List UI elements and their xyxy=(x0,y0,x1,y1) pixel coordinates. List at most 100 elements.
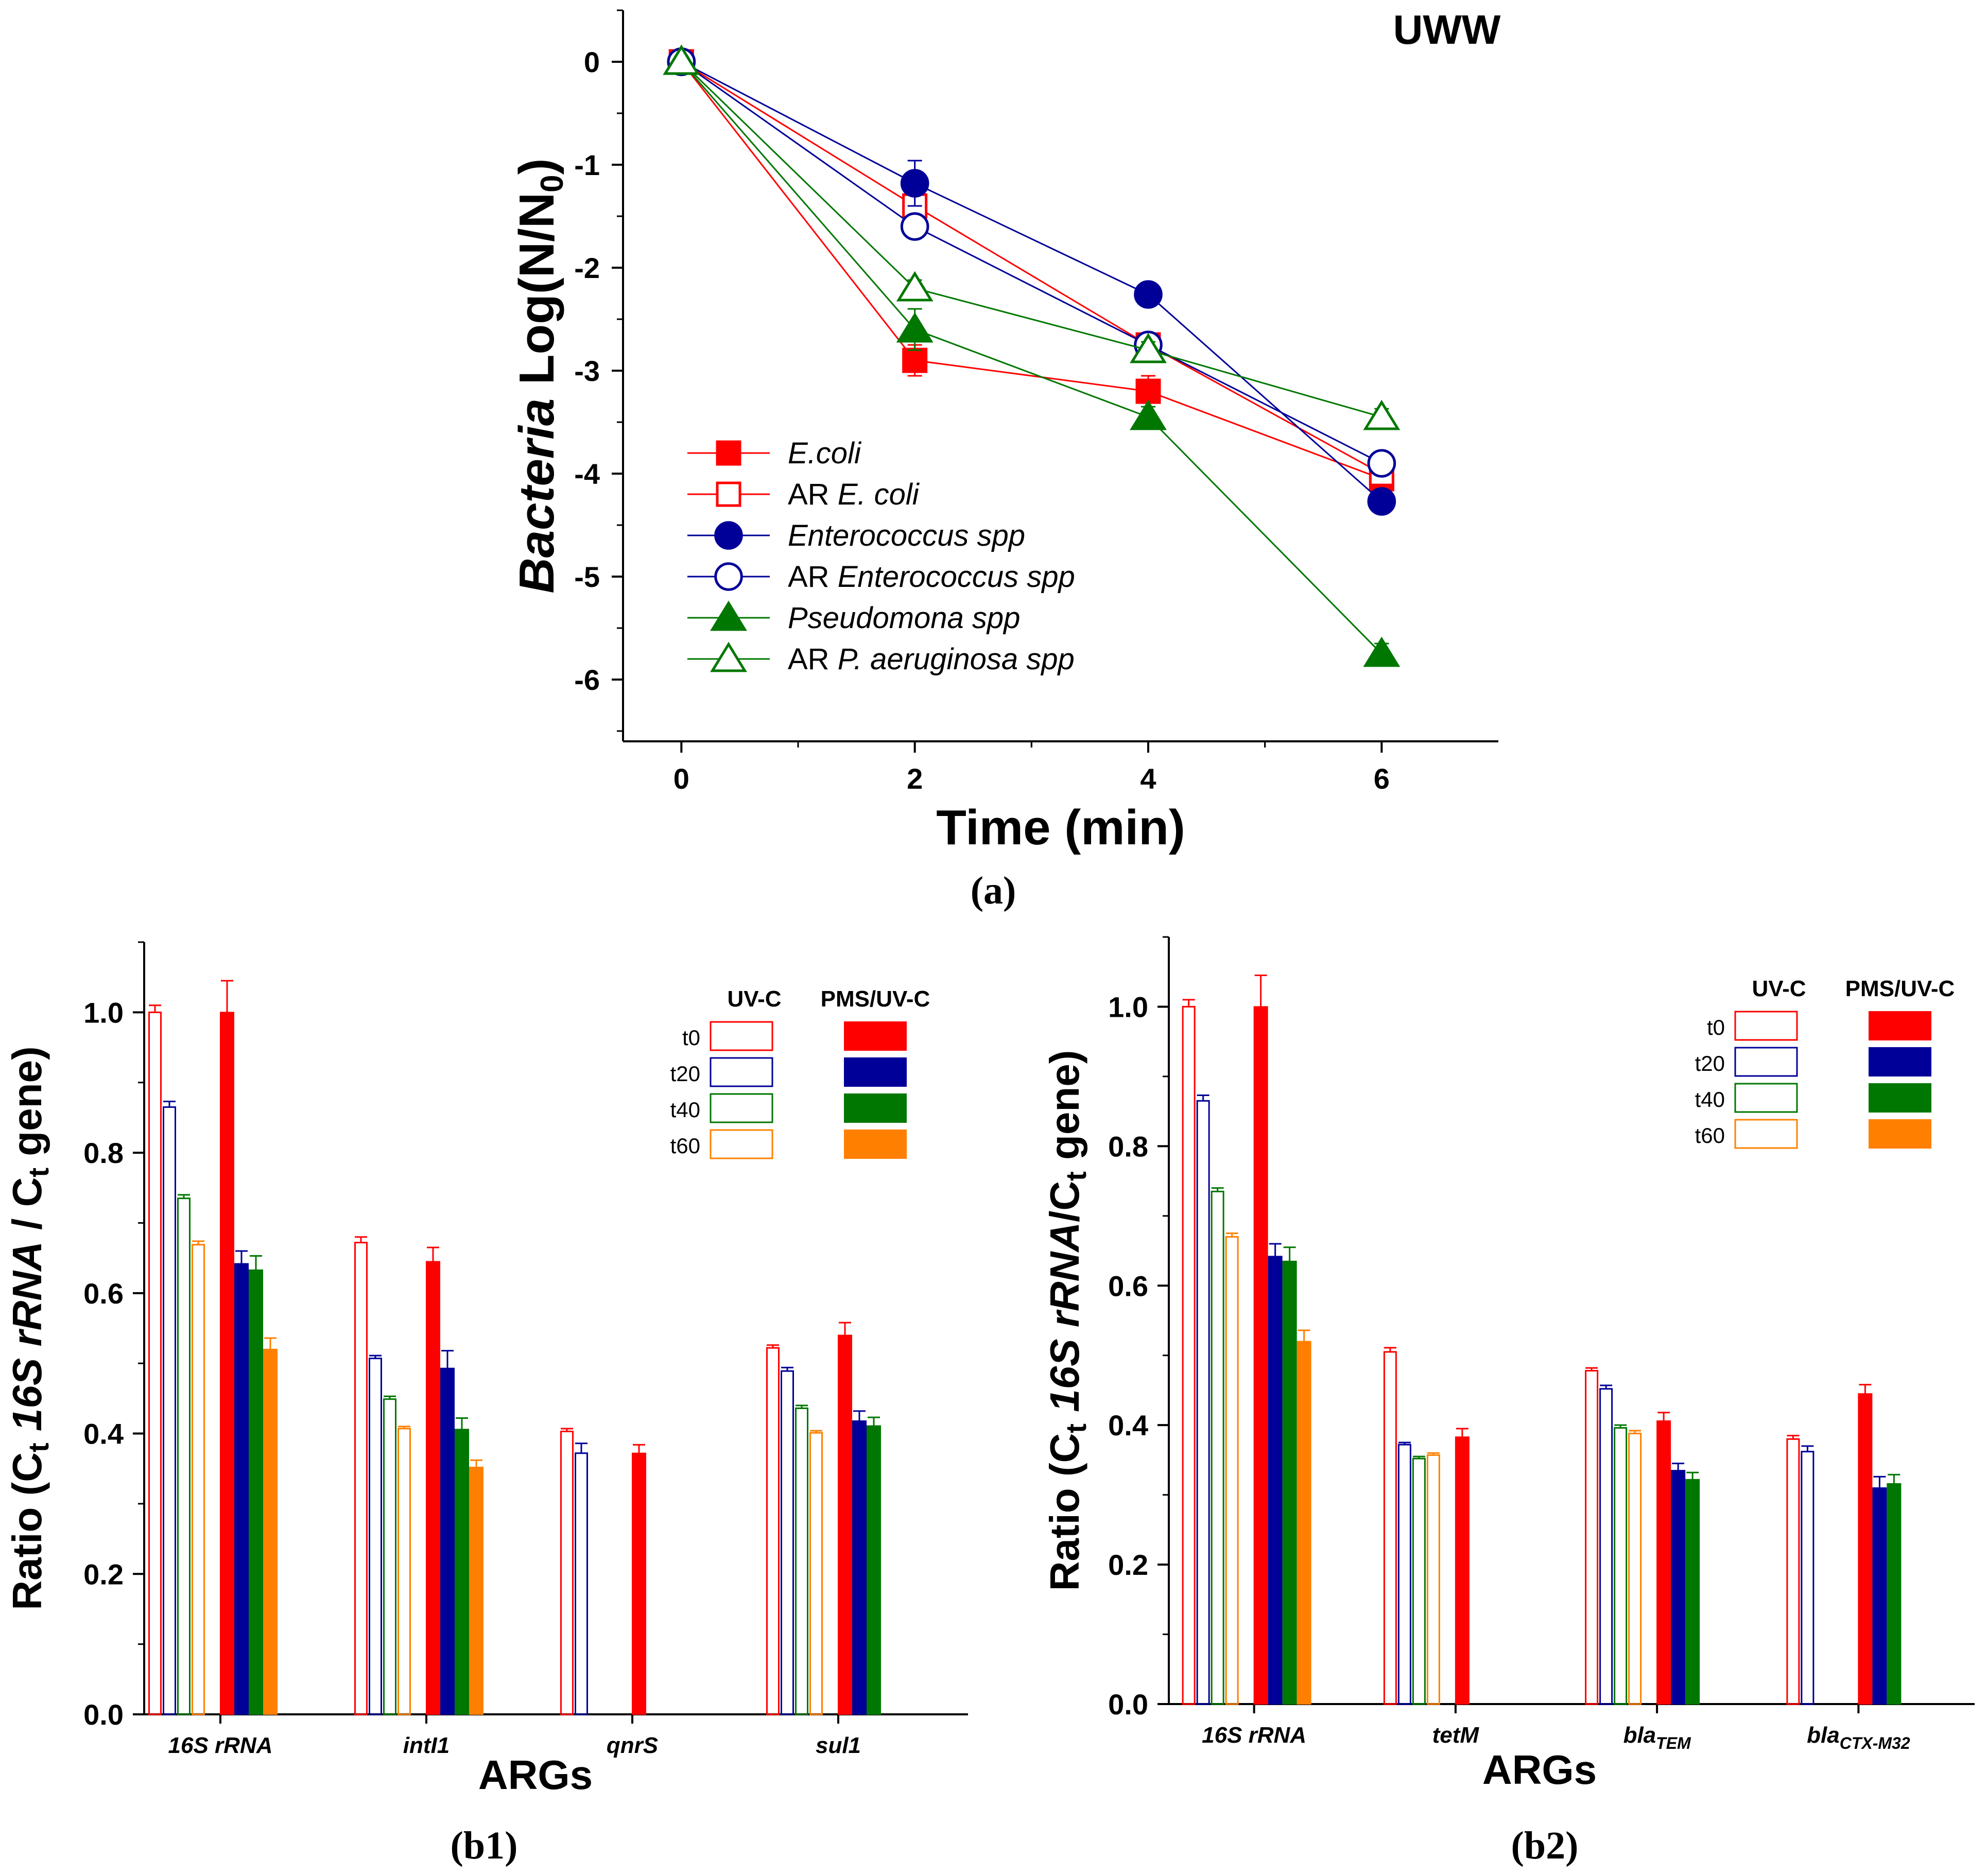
bar-uv-c-t0 xyxy=(1585,1370,1599,1705)
bar-pms-uv-c-t0 xyxy=(1656,1420,1671,1705)
y-tick-label: -1 xyxy=(574,149,600,181)
bar-pms-uv-c-t0 xyxy=(1858,1393,1873,1705)
bar-pms-uv-c-t60 xyxy=(263,1348,278,1715)
circle-marker xyxy=(1134,280,1163,309)
legend-label: AR P. aeruginosa spp xyxy=(788,642,1075,676)
y-tick-label: 0.2 xyxy=(1108,1549,1148,1581)
y-tick-label: -2 xyxy=(574,252,600,284)
legend-swatch-filled xyxy=(1869,1047,1931,1076)
bar-uv-c-t40 xyxy=(795,1407,808,1715)
legend-row-label: t20 xyxy=(1695,1051,1725,1075)
triangle-marker xyxy=(1363,399,1401,430)
bar-pms-uv-c-t20 xyxy=(440,1367,455,1715)
bar-uv-c-t20 xyxy=(369,1358,382,1715)
y-axis-title: Ratio (Ct 16S rRNA/Ct gene) xyxy=(1042,1050,1092,1591)
x-tick-label: 6 xyxy=(1374,762,1390,795)
legend-row-label: t0 xyxy=(1707,1015,1725,1039)
legend: UV-C PMS/UV-C t0 t20 t40 t60 xyxy=(670,986,930,1159)
legend-swatch-open xyxy=(710,1057,773,1087)
series-line xyxy=(681,61,1382,480)
legend-row-label: t60 xyxy=(1695,1123,1725,1148)
legend-header-pms: PMS/UV-C xyxy=(821,986,930,1012)
x-tick-label: sul1 xyxy=(816,1733,861,1758)
bar-uv-c-t60 xyxy=(809,1432,823,1715)
y-tick-label: 0.6 xyxy=(1108,1270,1148,1302)
triangle-marker xyxy=(710,641,747,672)
legend-header-pms: PMS/UV-C xyxy=(1845,976,1955,1001)
bar-uv-c-t20 xyxy=(781,1370,794,1715)
circle-marker xyxy=(1367,449,1396,478)
legend-swatch-open xyxy=(1734,1119,1798,1149)
y-tick-label: 0.4 xyxy=(1108,1409,1148,1441)
y-tick-label: 0.0 xyxy=(1108,1688,1148,1721)
panel-b1-bar-chart: 0.0 0.2 0.4 0.6 0.8 1.0 16S rRNA intI1 qnrS sul1 A… xyxy=(4,941,968,1867)
bar-pms-uv-c-t40 xyxy=(1887,1483,1902,1705)
bar-pms-uv-c-t20 xyxy=(852,1420,867,1715)
x-tick-label: 0 xyxy=(673,762,689,795)
bar-uv-c-t60 xyxy=(192,1244,205,1715)
y-tick-label: -6 xyxy=(574,664,600,696)
triangle-marker xyxy=(1130,333,1167,363)
series-line xyxy=(681,61,1383,655)
bar-uv-c-t0 xyxy=(560,1430,574,1715)
bar-pms-uv-c-t40 xyxy=(1685,1479,1700,1705)
panel-label-a: (a) xyxy=(971,869,1016,912)
legend-swatch-open xyxy=(1734,1011,1798,1041)
series-enterococcus-spp xyxy=(667,47,1396,516)
bar-pms-uv-c-t40 xyxy=(1282,1260,1297,1705)
series-line xyxy=(681,61,1383,464)
square-marker xyxy=(716,481,741,507)
legend-swatch-filled xyxy=(844,1057,907,1087)
y-axis-title: Bacteria Log(N/N0) xyxy=(509,158,570,593)
legend-swatch-filled xyxy=(844,1130,907,1159)
x-tick-label: tetM xyxy=(1432,1723,1480,1748)
bar-pms-uv-c-t40 xyxy=(867,1425,881,1715)
legend-label: AR Enterococcus spp xyxy=(788,560,1075,594)
triangle-marker xyxy=(710,600,747,631)
bar-uv-c-t60 xyxy=(398,1428,411,1715)
bar-uv-c-t40 xyxy=(1412,1457,1426,1705)
bar-pms-uv-c-t0 xyxy=(1455,1436,1470,1705)
bar-uv-c-t60 xyxy=(1426,1454,1440,1705)
series-line xyxy=(681,61,1383,475)
legend: UV-C PMS/UV-C t0 t20 t40 t60 xyxy=(1695,976,1955,1149)
x-axis-title: ARGs xyxy=(478,1752,593,1798)
y-tick-label: 0.8 xyxy=(1108,1130,1148,1162)
bar-uv-c-t20 xyxy=(1196,1100,1210,1705)
legend-row-label: t40 xyxy=(1695,1087,1725,1111)
y-tick-label: 0.6 xyxy=(83,1277,124,1310)
y-tick-label: -3 xyxy=(574,355,600,387)
legend-swatch-open xyxy=(1734,1083,1798,1113)
y-tick-label: 1.0 xyxy=(83,996,124,1029)
legend-row-label: t0 xyxy=(682,1026,700,1050)
legend-label: Pseudomona spp xyxy=(788,601,1020,635)
legend-swatch-open xyxy=(710,1129,773,1159)
y-tick-label: 0.0 xyxy=(83,1698,124,1731)
legend-header-uvc: UV-C xyxy=(727,986,781,1012)
y-tick-label: 0.4 xyxy=(83,1418,124,1450)
legend-swatch-filled xyxy=(1869,1083,1931,1113)
triangle-marker xyxy=(1363,636,1401,667)
bar-uv-c-t20 xyxy=(1599,1388,1613,1705)
x-tick-label: blaCTX-M32 xyxy=(1807,1723,1910,1752)
circle-marker xyxy=(1367,487,1396,516)
square-marker xyxy=(716,440,741,466)
legend-swatch-open xyxy=(1734,1047,1798,1077)
series-e-coli xyxy=(668,49,1394,492)
bar-uv-c-t0 xyxy=(766,1347,780,1715)
x-tick-label: intI1 xyxy=(403,1733,450,1758)
bar-uv-c-t40 xyxy=(383,1398,396,1715)
legend-swatch-filled xyxy=(844,1093,907,1123)
bar-uv-c-t20 xyxy=(163,1106,176,1715)
y-tick-label: 0 xyxy=(584,46,600,78)
triangle-marker xyxy=(896,271,934,302)
series-ar-enterococcus-spp xyxy=(667,47,1396,478)
bar-pms-uv-c-t20 xyxy=(1872,1487,1887,1705)
bar-uv-c-t20 xyxy=(1397,1444,1411,1705)
x-tick-label: 2 xyxy=(907,762,923,795)
bar-pms-uv-c-t0 xyxy=(632,1452,646,1715)
circle-marker xyxy=(900,212,929,241)
x-tick-label: 4 xyxy=(1140,762,1156,795)
bar-uv-c-t20 xyxy=(1801,1451,1815,1705)
